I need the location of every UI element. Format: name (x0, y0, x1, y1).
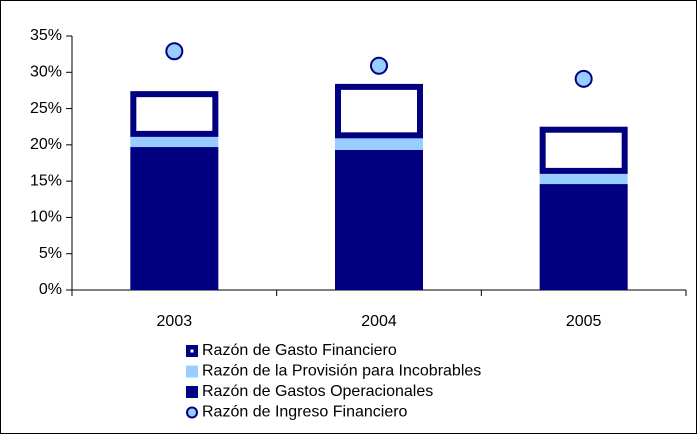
x-tick-label: 2004 (361, 313, 397, 330)
y-tick-label: 15% (30, 172, 62, 189)
legend-label: Razón de Ingreso Financiero (202, 404, 408, 421)
bar-segment (539, 184, 628, 290)
legend-label: Razón de la Provisión para Incobrables (202, 363, 481, 380)
legend-marker (186, 406, 198, 419)
x-tick-label: 2003 (157, 313, 193, 330)
point (574, 69, 593, 88)
bar-segment (130, 136, 219, 148)
bar-segment (539, 126, 628, 174)
y-tick-label: 10% (30, 209, 62, 226)
bar-segment (130, 91, 219, 137)
legend-marker (190, 349, 194, 353)
legend-label: Razón de Gastos Operacionales (202, 383, 433, 400)
y-tick-label: 5% (39, 245, 62, 262)
y-tick-label: 35% (30, 27, 62, 44)
x-tick-label: 2005 (566, 313, 602, 330)
legend-marker (186, 386, 198, 398)
legend-label: Razón de Gasto Financiero (202, 342, 397, 359)
bar-segment (334, 83, 424, 139)
point (165, 42, 184, 61)
y-tick-label: 20% (30, 136, 62, 153)
legend-marker (186, 365, 198, 378)
y-tick-label: 30% (30, 64, 62, 81)
bar-segment (334, 138, 424, 150)
bar-segment (539, 173, 628, 185)
bar-segment (334, 149, 424, 290)
point (370, 56, 388, 75)
bar-segment (130, 147, 219, 290)
y-tick-label: 25% (30, 100, 62, 117)
y-tick-label: 0% (39, 281, 62, 298)
